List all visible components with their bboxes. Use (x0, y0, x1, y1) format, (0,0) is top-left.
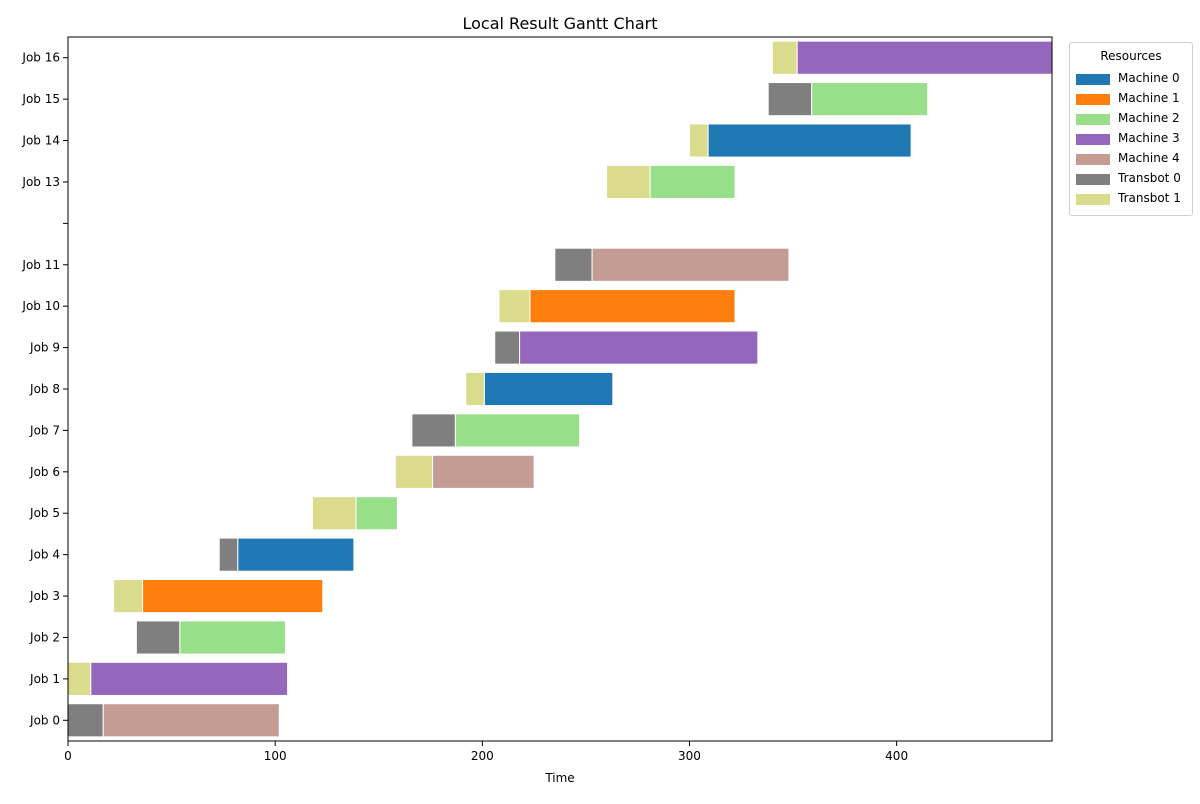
task-bar (113, 578, 144, 614)
task-bars (67, 40, 1053, 738)
legend-title: Resources (1100, 49, 1162, 63)
task-bar (483, 371, 614, 407)
task-bar (179, 620, 287, 655)
legend-item: Machine 3 (1076, 131, 1192, 147)
y-tick-label: Job 14 (21, 134, 60, 148)
task-bar (454, 413, 581, 448)
task-bar (554, 247, 593, 282)
legend-label: Machine 0 (1118, 71, 1180, 85)
legend-item: Transbot 1 (1076, 191, 1192, 207)
legend-swatch (1076, 134, 1110, 145)
x-axis: 0 100 200 300 400 (64, 741, 908, 763)
task-bar (355, 496, 398, 531)
legend-label: Transbot 0 (1118, 171, 1181, 185)
y-tick-label: Job 3 (29, 589, 60, 603)
y-tick-label: Job 2 (29, 630, 60, 644)
chart-title: Local Result Gantt Chart (462, 14, 657, 33)
y-tick-label: Job 6 (29, 465, 60, 479)
task-bar (90, 661, 289, 696)
task-bar (707, 123, 912, 158)
y-tick-label: Job 11 (21, 258, 60, 272)
y-tick-label: Job 13 (21, 175, 60, 189)
task-bar (591, 247, 790, 282)
task-bar (102, 703, 280, 738)
task-bar (771, 40, 798, 75)
y-tick-label: Job 1 (29, 672, 60, 686)
legend-swatch (1076, 114, 1110, 125)
y-tick-label: Job 0 (29, 713, 60, 727)
task-bar (67, 703, 104, 738)
task-bar (67, 661, 92, 696)
task-bar (135, 620, 181, 655)
legend-swatch (1076, 194, 1110, 205)
task-bar (767, 82, 813, 117)
legend-swatch (1076, 154, 1110, 165)
task-bar (519, 330, 759, 365)
legend-swatch (1076, 174, 1110, 185)
task-bar (142, 578, 324, 614)
legend-label: Machine 4 (1118, 151, 1180, 165)
legend-swatch (1076, 74, 1110, 85)
legend-item: Machine 2 (1076, 111, 1192, 127)
task-bar (394, 454, 434, 489)
legend-label: Machine 2 (1118, 111, 1180, 125)
legend-item: Machine 4 (1076, 151, 1192, 167)
task-bar (494, 330, 521, 365)
legend-item: Machine 1 (1076, 91, 1192, 107)
y-tick-label: Job 9 (29, 341, 60, 355)
task-bar (688, 123, 709, 158)
task-bar (218, 537, 239, 572)
y-axis: Job 0 Job 1 Job 2 Job 3 Job 4 Job 5 Job 6 Job 7… (21, 51, 68, 727)
y-tick-label: Job 16 (21, 51, 60, 65)
task-bar (311, 496, 357, 531)
legend-item: Machine 0 (1076, 71, 1192, 87)
task-bar (411, 413, 456, 448)
y-tick-label: Job 10 (21, 299, 60, 313)
task-bar (237, 537, 355, 572)
task-bar (465, 371, 485, 407)
task-bar (529, 289, 736, 324)
y-tick-label: Job 7 (29, 423, 60, 437)
x-tick-label: 100 (264, 749, 287, 763)
task-bar (649, 164, 736, 200)
legend-swatch (1076, 94, 1110, 105)
legend-label: Transbot 1 (1118, 191, 1181, 205)
x-tick-label: 0 (64, 749, 72, 763)
y-tick-label: Job 4 (29, 548, 60, 562)
y-tick-label: Job 8 (29, 382, 60, 396)
task-bar (606, 164, 651, 200)
legend-label: Machine 1 (1118, 91, 1180, 105)
x-axis-label: Time (544, 771, 574, 785)
x-tick-label: 200 (471, 749, 494, 763)
y-tick-label: Job 5 (29, 506, 60, 520)
x-tick-label: 400 (885, 749, 908, 763)
legend-item: Transbot 0 (1076, 171, 1192, 187)
legend: Resources Machine 0 Machine 1 Machine 2 Mac… (1069, 42, 1193, 216)
task-bar (498, 289, 531, 324)
task-bar (811, 82, 929, 117)
task-bar (796, 40, 1053, 75)
x-tick-label: 300 (678, 749, 701, 763)
y-tick-label: Job 15 (21, 92, 60, 106)
legend-label: Machine 3 (1118, 131, 1180, 145)
task-bar (432, 454, 535, 489)
